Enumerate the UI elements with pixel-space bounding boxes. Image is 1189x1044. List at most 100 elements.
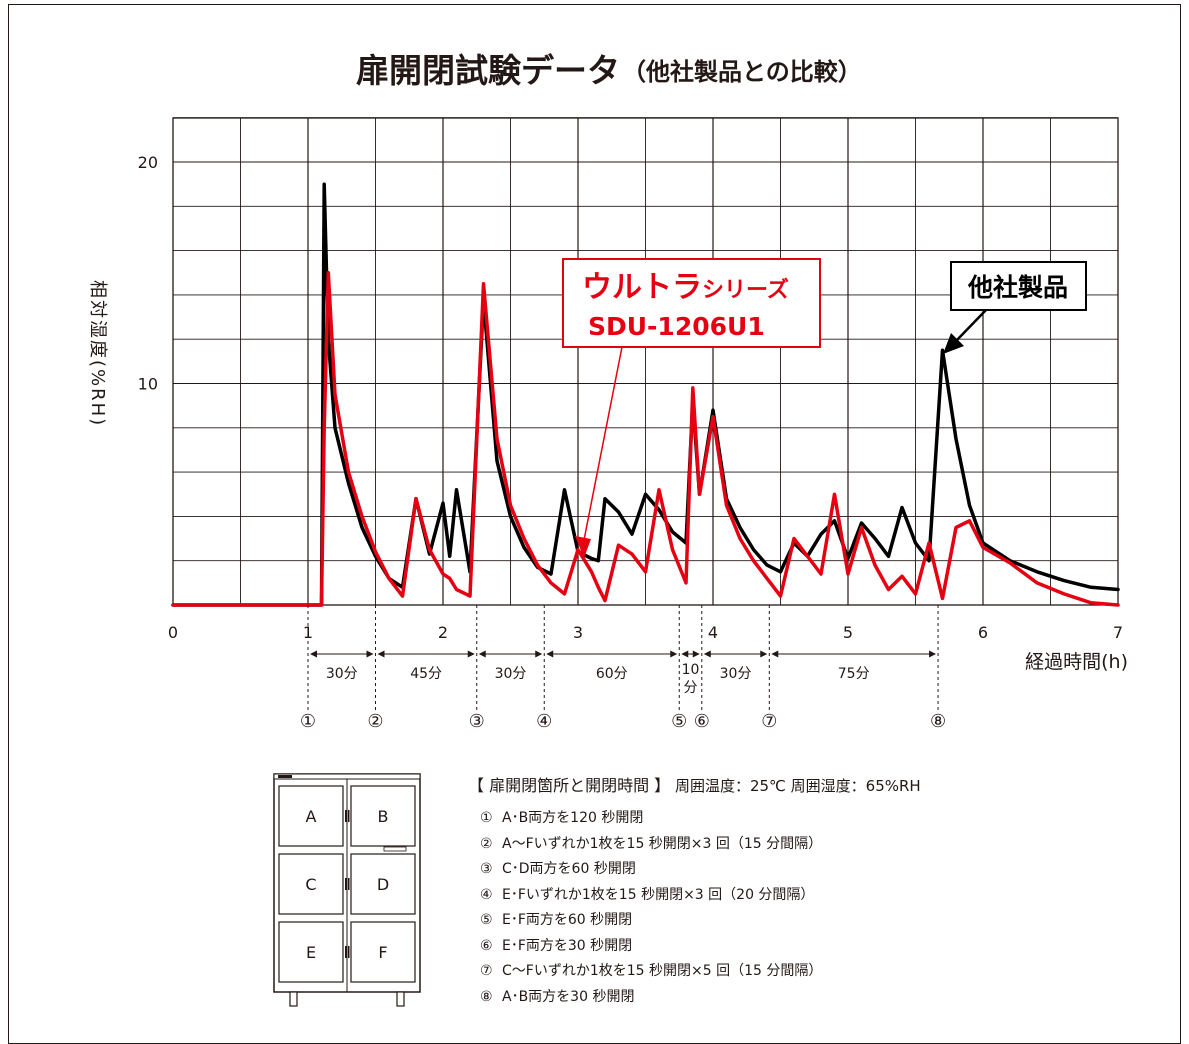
ultra-label: ウルトラシリーズ SDU-1206U1 — [562, 258, 821, 558]
cabinet-display — [383, 846, 407, 852]
competitor-label-box — [950, 261, 1087, 311]
legend-item-text: E･Fいずれか1枚を15 秒開閉×3 回（20 分間隔） — [502, 886, 815, 903]
cabinet-foot-right — [396, 991, 405, 1007]
interval-arrowhead-left — [703, 650, 711, 658]
event-marker: ④ — [536, 711, 552, 732]
interval-label: 60分 — [596, 666, 628, 682]
cabinet-door-handle — [345, 878, 347, 890]
x-tick-label: 2 — [438, 623, 448, 642]
cabinet-door — [278, 853, 344, 915]
competitor-label-text: 他社製品 — [967, 273, 1068, 302]
cabinet-door — [278, 785, 344, 847]
chart-subtitle: （他社製品との比較） — [622, 58, 862, 86]
event-marker: ⑦ — [761, 711, 777, 732]
interval-label: 30分 — [495, 666, 527, 682]
competitor-pointer-arrowhead — [943, 333, 964, 354]
interval-arrowhead-right — [760, 650, 768, 658]
x-tick-label: 1 — [303, 623, 313, 642]
legend-item: ⑥ E･F両方を30 秒開閉 — [480, 934, 1168, 960]
event-marker: ② — [367, 711, 383, 732]
cabinet-door-label: B — [378, 807, 389, 826]
event-markers: 30分 45分 30分 60分 10 分 30分 75分 ① ② ③ ④ ⑤ ⑥ ⑦ ⑧ — [300, 605, 946, 732]
x-tick-label: 3 — [573, 623, 583, 642]
event-marker: ① — [300, 711, 316, 732]
interval-arrowhead-left — [377, 650, 385, 658]
competitor-pointer-line — [955, 309, 987, 342]
event-marker: ⑥ — [694, 711, 710, 732]
interval-arrowhead-left — [478, 650, 486, 658]
interval-label: 30分 — [326, 666, 358, 682]
legend-item-number: ② — [480, 835, 493, 852]
competitor-label: 他社製品 — [943, 261, 1087, 354]
interval-label: 45分 — [410, 666, 442, 682]
legend-list: ① A･B両方を120 秒開閉 ② A～Fいずれか1枚を15 秒開閉×3 回（15 分… — [468, 806, 1168, 1010]
ultra-label-model: SDU-1206U1 — [588, 312, 765, 341]
interval-arrowhead-left — [681, 650, 689, 658]
legend-item-text: C～Fいずれか1枚を15 秒開閉×5 回（15 分間隔） — [502, 963, 823, 979]
legend-item: ⑦ C～Fいずれか1枚を15 秒開閉×5 回（15 分間隔） — [480, 959, 1168, 985]
cabinet-door-label: D — [377, 875, 389, 894]
y-tick-label: 20 — [138, 153, 158, 172]
cabinet-door-handle — [348, 878, 350, 890]
cabinet-door-handle — [348, 810, 350, 822]
cabinet-door — [278, 921, 344, 983]
cabinet-door-handle — [345, 946, 347, 958]
ultra-label-line1: ウルトラシリーズ — [582, 270, 789, 305]
grid — [172, 117, 1119, 606]
interval-arrowhead-right — [929, 650, 937, 658]
interval-arrowhead-right — [692, 650, 700, 658]
legend-item: ⑧ A･B両方を30 秒開閉 — [480, 985, 1168, 1011]
cabinet-door — [350, 853, 416, 915]
cabinet-door-handle — [345, 810, 347, 822]
ultra-pointer-line — [583, 346, 623, 541]
x-tick-label: 0 — [168, 623, 178, 642]
cabinet-badge — [278, 775, 292, 778]
x-tick-label: 7 — [1113, 623, 1123, 642]
series-line-ultra — [171, 271, 1120, 607]
x-axis-label: 経過時間(h) — [1025, 651, 1128, 673]
cabinet-door-handle — [348, 946, 350, 958]
legend-panel: 【 扉開閉箇所と開閉時間 】 周囲温度：25℃ 周囲湿度：65%RH ① A･B両… — [468, 772, 1168, 1010]
event-marker: ⑧ — [930, 711, 946, 732]
legend-item-text: E･F両方を30 秒開閉 — [502, 937, 633, 954]
legend-item-number: ③ — [480, 861, 493, 877]
cabinet-door-label: A — [306, 807, 317, 826]
legend-heading-title: 【 扉開閉箇所と開閉時間 】 — [468, 776, 671, 795]
ultra-label-big: ウルトラ — [582, 270, 702, 305]
interval-label: 30分 — [720, 666, 752, 682]
cabinet-door — [350, 785, 416, 847]
x-tick-label: 5 — [843, 623, 853, 642]
cabinet-diagram: A B C D E F — [273, 773, 421, 1007]
legend-item-number: ⑧ — [480, 988, 493, 1005]
interval-arrowhead-right — [467, 650, 475, 658]
x-tick-label: 6 — [978, 623, 988, 642]
interval-arrowhead-right — [366, 650, 374, 658]
chart-title: 扉開閉試験データ — [356, 51, 620, 90]
legend-heading: 【 扉開閉箇所と開閉時間 】 周囲温度：25℃ 周囲湿度：65%RH — [468, 772, 1168, 796]
x-tick-label: 4 — [708, 623, 718, 642]
legend-item-text: A～Fいずれか1枚を15 秒開閉×3 回（15 分間隔） — [502, 835, 823, 852]
interval-arrowhead-right — [670, 650, 678, 658]
ultra-label-box — [562, 258, 821, 348]
legend-heading-conditions: 周囲温度：25℃ 周囲湿度：65%RH — [674, 777, 921, 795]
series-line-competitor — [171, 182, 1120, 607]
legend-item-number: ⑦ — [480, 963, 493, 979]
legend-item: ④ E･Fいずれか1枚を15 秒開閉×3 回（20 分間隔） — [480, 883, 1168, 909]
legend-item: ③ C･D両方を60 秒開閉 — [480, 857, 1168, 883]
y-tick-labels: 10 20 — [138, 153, 158, 394]
legend-item-number: ① — [480, 810, 493, 826]
cabinet-door-label: E — [306, 943, 316, 962]
cabinet-doors: A B C D E F — [278, 785, 416, 983]
interval-label: 75分 — [838, 666, 870, 682]
y-axis-label: 相対湿度(%RH) — [87, 280, 108, 427]
interval-arrowhead-left — [310, 650, 317, 658]
interval-arrowhead-right — [535, 650, 543, 658]
x-tick-labels: 0 1 2 3 4 5 6 7 — [168, 623, 1123, 642]
interval-arrowhead-left — [771, 650, 779, 658]
legend-item: ② A～Fいずれか1枚を15 秒開閉×3 回（15 分間隔） — [480, 832, 1168, 858]
legend-item-text: A･B両方を120 秒開閉 — [502, 810, 644, 826]
event-marker: ⑤ — [671, 711, 687, 732]
ultra-label-small: シリーズ — [702, 277, 789, 303]
interval-label: 10 — [682, 662, 700, 678]
